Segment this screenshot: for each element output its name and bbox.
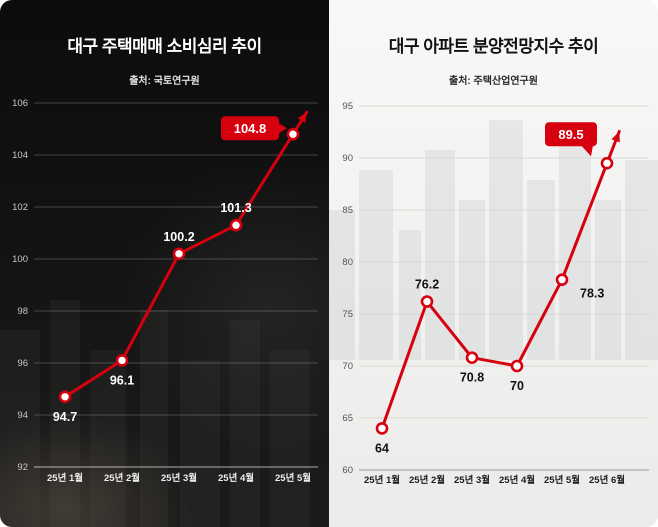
x-axis-tick-label: 25년 3월 bbox=[161, 472, 197, 484]
y-axis-tick-label: 102 bbox=[12, 202, 28, 213]
value-label: 96.1 bbox=[110, 373, 134, 387]
dark-cityscape-background bbox=[0, 300, 310, 527]
y-axis-tick-label: 98 bbox=[17, 306, 28, 317]
y-axis-tick-label: 90 bbox=[342, 153, 353, 164]
value-label: 64 bbox=[375, 441, 389, 455]
y-axis-tick-label: 92 bbox=[17, 462, 28, 473]
data-point-marker bbox=[555, 273, 569, 286]
presale-outlook-line-chart: 60 65 70 75 80 85 90 95 25년 1월 25년 2월 25년 3월 25년 4월… bbox=[342, 101, 649, 486]
housing-sentiment-chart-panel: 대구 주택매매 소비심리 추이 출처: 국토연구원 92 94 96 98 100 102… bbox=[0, 0, 329, 527]
value-label: 94.7 bbox=[53, 410, 77, 424]
y-axis-tick-label: 70 bbox=[342, 361, 353, 372]
y-axis-tick-label: 96 bbox=[17, 358, 28, 369]
badge-pointer bbox=[581, 145, 593, 157]
y-axis-tick-label: 95 bbox=[342, 101, 353, 112]
y-axis-tick-label: 60 bbox=[342, 465, 353, 476]
data-point-marker bbox=[115, 354, 129, 367]
chart-title: 대구 아파트 분양전망지수 추이 bbox=[388, 37, 599, 56]
value-label: 100.2 bbox=[163, 230, 194, 244]
y-axis-tick-label: 75 bbox=[342, 309, 353, 320]
data-point-marker bbox=[229, 218, 243, 232]
chart-header: 대구 아파트 분양전망지수 추이 출처: 주택산업연구원 bbox=[329, 0, 658, 87]
chart-title: 대구 주택매매 소비심리 추이 bbox=[67, 37, 262, 56]
badge-box bbox=[545, 122, 597, 147]
x-axis-tick-label: 25년 4월 bbox=[218, 472, 254, 484]
x-axis-tick-label: 25년 1월 bbox=[47, 472, 83, 484]
y-axis-tick-label: 85 bbox=[342, 205, 353, 216]
trend-arrowhead bbox=[611, 131, 620, 143]
x-axis-tick-label: 25년 4월 bbox=[499, 474, 535, 486]
chart-source-label: 출처: 국토연구원 bbox=[129, 76, 200, 87]
x-axis-tick-label: 25년 2월 bbox=[104, 472, 140, 484]
data-point-marker bbox=[420, 295, 434, 308]
data-point-marker bbox=[375, 422, 389, 435]
x-axis-tick-label: 25년 1월 bbox=[364, 474, 400, 486]
badge-box bbox=[221, 116, 279, 141]
y-axis-tick-label: 80 bbox=[342, 257, 353, 268]
data-point-marker bbox=[286, 127, 300, 141]
consumer-sentiment-line-chart: 92 94 96 98 100 102 104 106 25년 1월 25년 2월 25년 3월 25… bbox=[12, 98, 311, 484]
highlight-value-badge: 104.8 bbox=[221, 116, 287, 141]
y-axis-tick-label: 94 bbox=[17, 410, 28, 421]
y-axis-tick-label: 65 bbox=[342, 413, 353, 424]
series-line bbox=[380, 161, 609, 430]
chart-header: 대구 주택매매 소비심리 추이 출처: 국토연구원 bbox=[0, 0, 329, 87]
series-line bbox=[63, 132, 295, 399]
light-cityscape-background bbox=[329, 120, 658, 360]
x-axis-tick-label: 25년 5월 bbox=[544, 474, 580, 486]
x-axis-tick-label: 25년 2월 bbox=[409, 474, 445, 486]
y-axis-tick-label: 106 bbox=[12, 98, 28, 109]
highlight-value-badge: 89.5 bbox=[545, 122, 597, 157]
trend-arrowhead bbox=[297, 112, 307, 124]
value-label: 101.3 bbox=[220, 201, 251, 215]
badge-pointer bbox=[279, 123, 287, 134]
badge-value-label: 104.8 bbox=[234, 121, 267, 136]
chart-source-label: 출처: 주택산업연구원 bbox=[449, 76, 538, 87]
data-point-marker bbox=[465, 351, 479, 364]
x-axis-tick-label: 25년 3월 bbox=[454, 474, 490, 486]
apartment-outlook-chart-panel: 대구 아파트 분양전망지수 추이 출처: 주택산업연구원 60 65 70 75 80 8… bbox=[329, 0, 658, 527]
value-label: 76.2 bbox=[415, 278, 439, 292]
data-point-marker bbox=[58, 390, 72, 404]
data-point-marker bbox=[172, 247, 186, 261]
data-point-marker bbox=[510, 359, 524, 373]
value-label: 70.8 bbox=[460, 371, 484, 385]
y-axis-tick-label: 100 bbox=[12, 254, 28, 265]
badge-value-label: 89.5 bbox=[558, 127, 583, 142]
data-point-marker bbox=[600, 156, 614, 170]
x-axis-tick-label: 25년 6월 bbox=[589, 474, 625, 486]
y-axis-tick-label: 104 bbox=[12, 150, 28, 161]
value-label: 70 bbox=[510, 379, 524, 393]
value-label: 78.3 bbox=[580, 287, 604, 301]
x-axis-tick-label: 25년 5월 bbox=[275, 472, 311, 484]
